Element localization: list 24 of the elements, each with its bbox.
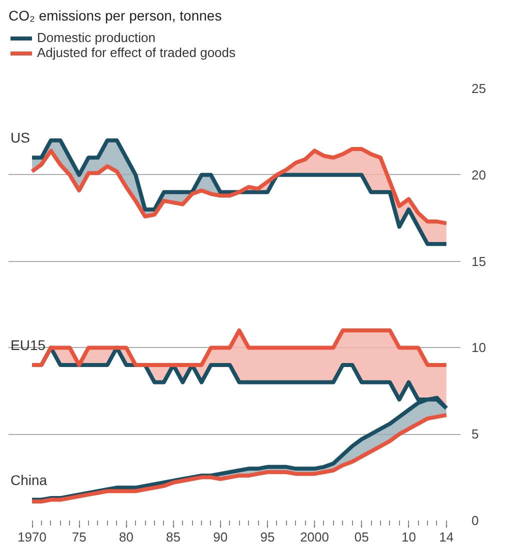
x-tick-label: 95 — [260, 530, 275, 544]
y-tick-label: 15 — [472, 254, 486, 269]
y-tick-label: 10 — [472, 340, 486, 356]
y-tick-label: 5 — [472, 426, 479, 442]
y-tick-label: 0 — [472, 513, 479, 528]
x-tick-label: 14 — [439, 530, 454, 544]
x-tick-label: 80 — [118, 530, 134, 544]
legend-label: Domestic production — [37, 30, 156, 45]
x-tick-label: 1970 — [18, 530, 47, 544]
y-tick-label: 20 — [472, 167, 486, 182]
annotation: US — [10, 130, 30, 146]
y-tick-label: 25 — [472, 81, 486, 96]
annotation: China — [10, 472, 48, 488]
legend-label: Adjusted for effect of traded goods — [37, 45, 236, 60]
line-series — [30, 138, 448, 246]
line-series — [30, 146, 448, 226]
x-tick-label: 75 — [72, 530, 86, 544]
x-tick-label: 05 — [354, 530, 369, 544]
x-tick-label: 90 — [213, 530, 228, 544]
chart-title: CO₂ emissions per person, tonnes — [8, 8, 222, 24]
x-tick-label: 85 — [166, 530, 181, 544]
x-tick-label: 10 — [401, 530, 416, 544]
x-tick-label: 2000 — [300, 530, 330, 544]
annotation: EU15 — [10, 336, 46, 353]
